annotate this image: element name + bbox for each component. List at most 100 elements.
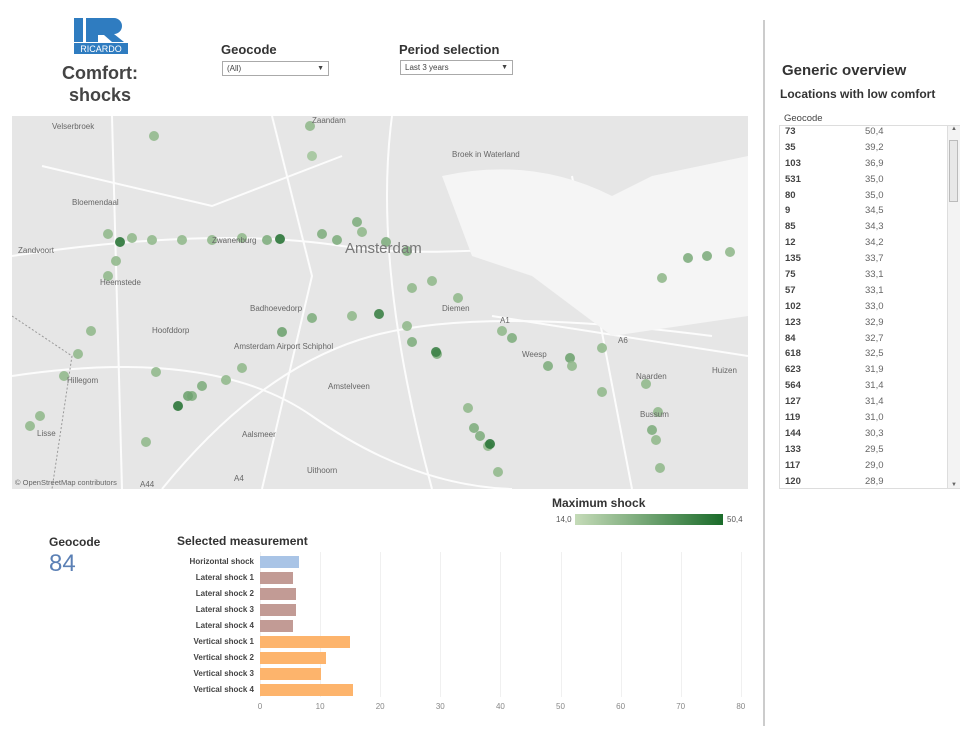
measurement-point[interactable] xyxy=(151,367,161,377)
measurement-point[interactable] xyxy=(262,235,272,245)
measurement-point[interactable] xyxy=(647,425,657,435)
measurement-point[interactable] xyxy=(221,375,231,385)
measurement-point[interactable] xyxy=(657,273,667,283)
measurement-point[interactable] xyxy=(25,421,35,431)
measurement-point[interactable] xyxy=(431,347,441,357)
measurement-point[interactable] xyxy=(702,251,712,261)
list-item[interactable]: 102 33,0 xyxy=(780,301,960,317)
list-item[interactable]: 84 32,7 xyxy=(780,333,960,349)
scrollbar[interactable]: ▲ ▼ xyxy=(947,126,960,488)
measurement-point[interactable] xyxy=(73,349,83,359)
list-item[interactable]: 85 34,3 xyxy=(780,221,960,237)
bar[interactable] xyxy=(260,668,322,680)
measurement-point[interactable] xyxy=(103,271,113,281)
measurement-point[interactable] xyxy=(402,321,412,331)
measurement-point[interactable] xyxy=(173,401,183,411)
measurement-point[interactable] xyxy=(317,229,327,239)
list-item[interactable]: 123 32,9 xyxy=(780,317,960,333)
measurement-point[interactable] xyxy=(651,435,661,445)
low-comfort-list[interactable]: 73 50,4 35 39,2 103 36,9 531 35,0 80 35,0 9 34,5 85 3… xyxy=(779,125,960,489)
list-item[interactable]: 35 39,2 xyxy=(780,142,960,158)
measurement-point[interactable] xyxy=(332,235,342,245)
list-item[interactable]: 103 36,9 xyxy=(780,158,960,174)
measurement-point[interactable] xyxy=(402,246,412,256)
measurement-point[interactable] xyxy=(485,439,495,449)
measurement-point[interactable] xyxy=(374,309,384,319)
measurement-point[interactable] xyxy=(463,403,473,413)
measurement-point[interactable] xyxy=(725,247,735,257)
measurement-point[interactable] xyxy=(183,391,193,401)
measurement-point[interactable] xyxy=(655,463,665,473)
measurement-point[interactable] xyxy=(237,233,247,243)
bar[interactable] xyxy=(260,636,351,648)
measurement-point[interactable] xyxy=(59,371,69,381)
list-item[interactable]: 119 31,0 xyxy=(780,412,960,428)
measurement-point[interactable] xyxy=(597,343,607,353)
list-item[interactable]: 564 31,4 xyxy=(780,380,960,396)
bar[interactable] xyxy=(260,684,354,696)
measurement-point[interactable] xyxy=(493,467,503,477)
measurement-point[interactable] xyxy=(35,411,45,421)
measurement-point[interactable] xyxy=(305,121,315,131)
measurement-point[interactable] xyxy=(427,276,437,286)
map[interactable]: Zaandam Velserbroek Broek in Waterland Bloe… xyxy=(12,116,748,489)
list-item[interactable]: 12 34,2 xyxy=(780,237,960,253)
measurement-point[interactable] xyxy=(147,235,157,245)
measurement-point[interactable] xyxy=(103,229,113,239)
list-item[interactable]: 618 32,5 xyxy=(780,348,960,364)
list-item[interactable]: 80 35,0 xyxy=(780,190,960,206)
list-item[interactable]: 133 29,5 xyxy=(780,444,960,460)
list-item[interactable]: 120 28,9 xyxy=(780,476,960,488)
measurement-point[interactable] xyxy=(207,235,217,245)
measurement-point[interactable] xyxy=(653,407,663,417)
map-attribution[interactable]: © OpenStreetMap contributors xyxy=(15,478,117,487)
measurement-point[interactable] xyxy=(453,293,463,303)
list-item[interactable]: 127 31,4 xyxy=(780,396,960,412)
period-dropdown[interactable]: Last 3 years ▼ xyxy=(400,60,513,75)
bar[interactable] xyxy=(260,652,327,664)
measurement-point[interactable] xyxy=(347,311,357,321)
measurement-point[interactable] xyxy=(115,237,125,247)
measurement-point[interactable] xyxy=(237,363,247,373)
measurement-point[interactable] xyxy=(381,237,391,247)
measurement-point[interactable] xyxy=(277,327,287,337)
measurement-point[interactable] xyxy=(543,361,553,371)
measurement-point[interactable] xyxy=(177,235,187,245)
measurement-point[interactable] xyxy=(641,379,651,389)
list-item[interactable]: 623 31,9 xyxy=(780,364,960,380)
measurement-point[interactable] xyxy=(149,131,159,141)
measurement-point[interactable] xyxy=(567,361,577,371)
measurement-point[interactable] xyxy=(565,353,575,363)
measurement-point[interactable] xyxy=(307,313,317,323)
measurement-point[interactable] xyxy=(307,151,317,161)
measurement-point[interactable] xyxy=(357,227,367,237)
list-item[interactable]: 135 33,7 xyxy=(780,253,960,269)
measurement-point[interactable] xyxy=(597,387,607,397)
list-item[interactable]: 57 33,1 xyxy=(780,285,960,301)
measurement-point[interactable] xyxy=(407,337,417,347)
measurement-point[interactable] xyxy=(86,326,96,336)
list-item[interactable]: 9 34,5 xyxy=(780,205,960,221)
bar[interactable] xyxy=(260,556,300,568)
measurement-point[interactable] xyxy=(407,283,417,293)
bar[interactable] xyxy=(260,588,297,600)
measurement-point[interactable] xyxy=(469,423,479,433)
measurement-point[interactable] xyxy=(497,326,507,336)
bar[interactable] xyxy=(260,620,294,632)
list-item[interactable]: 73 50,4 xyxy=(780,126,960,142)
bar[interactable] xyxy=(260,572,294,584)
measurement-point[interactable] xyxy=(352,217,362,227)
measurement-point[interactable] xyxy=(275,234,285,244)
measurement-point[interactable] xyxy=(475,431,485,441)
list-item[interactable]: 531 35,0 xyxy=(780,174,960,190)
geocode-dropdown[interactable]: (All) ▼ xyxy=(222,61,329,76)
measurement-point[interactable] xyxy=(683,253,693,263)
list-item[interactable]: 144 30,3 xyxy=(780,428,960,444)
measurement-point[interactable] xyxy=(141,437,151,447)
bar[interactable] xyxy=(260,604,297,616)
measurement-point[interactable] xyxy=(127,233,137,243)
measurement-point[interactable] xyxy=(197,381,207,391)
measurement-point[interactable] xyxy=(111,256,121,266)
list-item[interactable]: 117 29,0 xyxy=(780,460,960,476)
measurement-point[interactable] xyxy=(507,333,517,343)
